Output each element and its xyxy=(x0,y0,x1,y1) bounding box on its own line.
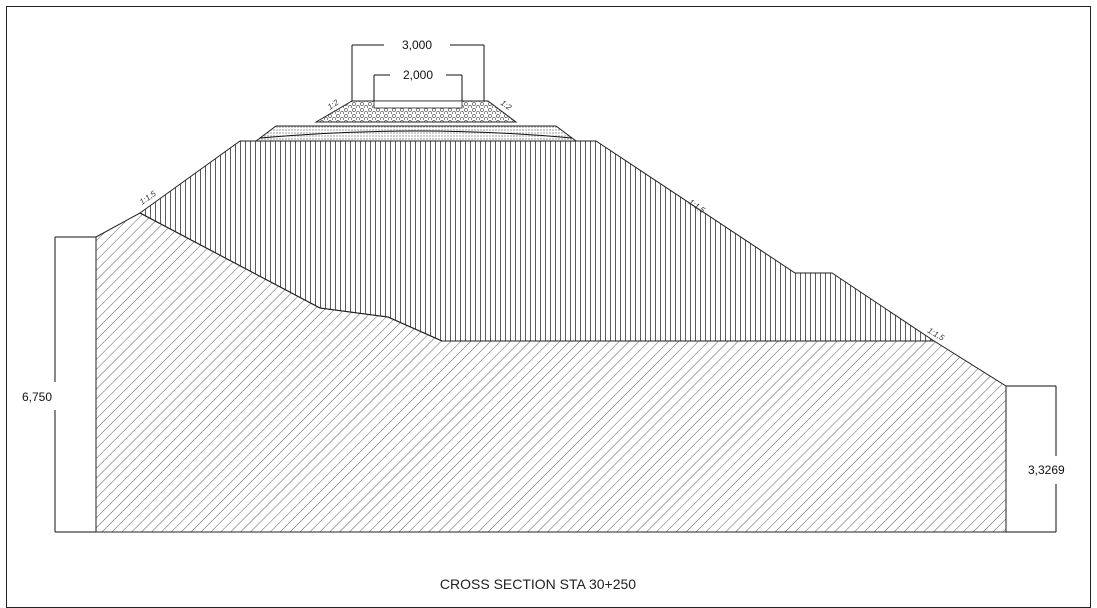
carriageway-surface xyxy=(373,100,463,109)
top-width-outer-label: 3,000 xyxy=(402,38,432,52)
right-height-dimension: 3,3269 xyxy=(1006,385,1065,533)
pavement-layer xyxy=(314,100,518,123)
left-height-label: 6,750 xyxy=(22,390,52,404)
right-height-label: 3,3269 xyxy=(1028,463,1065,477)
top-width-inner-label: 2,000 xyxy=(403,68,433,82)
left-height-dimension: 6,750 xyxy=(22,236,96,533)
subbase-top-line xyxy=(259,130,573,139)
top-width-outer-dimension: 3,000 xyxy=(351,38,485,101)
top-width-inner-dimension: 2,000 xyxy=(373,68,463,101)
section-title: CROSS SECTION STA 30+250 xyxy=(440,576,636,592)
subbase-layer xyxy=(254,125,578,142)
